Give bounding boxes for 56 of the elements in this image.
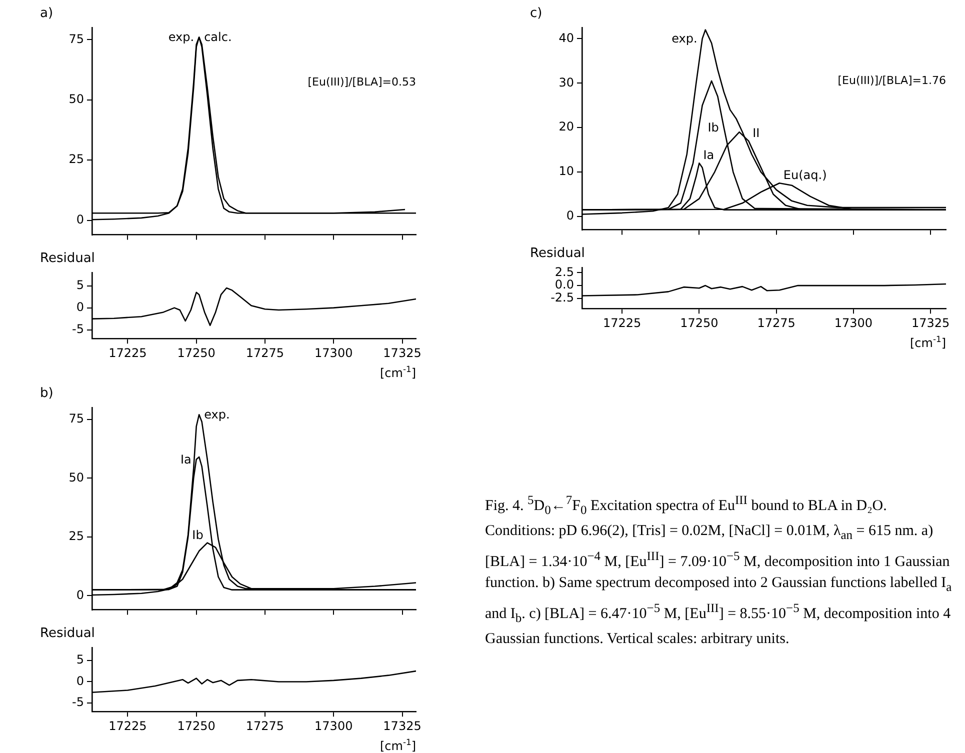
- x-tick-label: 17225: [108, 346, 147, 360]
- x-tick-label: 17325: [383, 718, 422, 733]
- y-tick-label: 5: [76, 278, 84, 292]
- y-tick-label: 75: [68, 411, 84, 426]
- y-tick-label: 30: [558, 75, 574, 90]
- x-tick-label: 17275: [246, 718, 284, 733]
- y-tick-label: -5: [72, 695, 84, 710]
- y-tick-label: 0: [566, 208, 574, 223]
- annotation: [Eu(III)]/[BLA]=0.53: [308, 76, 416, 89]
- y-tick-label: 0: [76, 674, 84, 688]
- x-tick-label: 17250: [177, 346, 216, 360]
- chart-title: a): [40, 6, 54, 22]
- y-tick-label: 50: [68, 92, 84, 106]
- y-tick-label: 20: [558, 120, 574, 134]
- series-label: II: [752, 126, 760, 140]
- x-tick-label: 17300: [314, 718, 353, 733]
- y-tick-label: 40: [558, 30, 574, 45]
- x-tick-label: 17250: [177, 718, 216, 733]
- y-tick-label: 0.0: [554, 278, 574, 292]
- x-tick-label: 17225: [108, 718, 147, 733]
- y-tick-label: 10: [558, 164, 574, 178]
- y-tick-label: 50: [68, 470, 84, 484]
- chart-title: c): [530, 6, 542, 22]
- annotation: [Eu(III)]/[BLA]=1.76: [838, 74, 946, 88]
- x-tick-label: 17250: [680, 316, 718, 330]
- y-tick-label: 25: [68, 152, 84, 166]
- y-tick-label: 75: [68, 32, 84, 46]
- series-label: Ib: [708, 120, 719, 135]
- y-tick-label: 0: [76, 300, 84, 314]
- y-tick-label: 2.5: [554, 264, 574, 279]
- y-tick-label: 25: [68, 529, 84, 544]
- y-tick-label: 0: [76, 588, 84, 602]
- chart-title: Residual: [40, 626, 95, 642]
- series-label: Ia: [180, 452, 192, 466]
- chart-title: Residual: [530, 246, 585, 262]
- x-tick-label: 17325: [911, 316, 950, 330]
- x-tick-label: 17225: [603, 316, 642, 330]
- series-label: exp.: [204, 408, 230, 422]
- y-tick-label: -2.5: [550, 290, 574, 304]
- chart-title: Residual: [40, 251, 95, 266]
- series-label: Ib: [192, 528, 204, 542]
- chart-title: b): [40, 386, 54, 402]
- x-tick-label: 17275: [757, 316, 796, 330]
- series-label: Eu(aq.): [783, 168, 827, 182]
- y-tick-label: 0: [76, 212, 84, 226]
- series-label: exp.: [672, 32, 698, 46]
- y-tick-label: 5: [76, 652, 84, 667]
- text: Fig. 4. $^{5}$D$_{0}$←$^{7}$F$_{0}$ Excitation spectra of Eu$^{III}$ bound to BLA in D₂O. Conditions: pD 6.96(2), [Tris] = 0.02M, [NaCl] = 0.01M, λ$_{an}$ = 615 nm. a) [BLA] = 1.34·10$^{−4}$ M, [Eu$^{III}$] = 7.09·10$^{−5}$ M, decomposition into 1 Gaussian function. b) Same spectrum decomposed into 2 Gaussian functions labelled I$_{a}$ and I$_{b}$. c) [BLA] = 6.47·10$^{−5}$ M, [Eu$^{III}$] = 8.55·10$^{−5}$ M, decomposition into 4 Gaussian functions. Vertical scales: arbitrary units.: [485, 493, 952, 647]
- x-tick-label: 17325: [383, 346, 422, 360]
- series-label: exp.: [168, 30, 194, 44]
- x-tick-label: 17300: [834, 316, 873, 330]
- series-label: calc.: [204, 30, 232, 44]
- y-tick-label: -5: [72, 322, 84, 336]
- series-label: Ia: [703, 148, 714, 162]
- x-tick-label: 17300: [314, 346, 353, 360]
- x-tick-label: 17275: [246, 346, 284, 360]
